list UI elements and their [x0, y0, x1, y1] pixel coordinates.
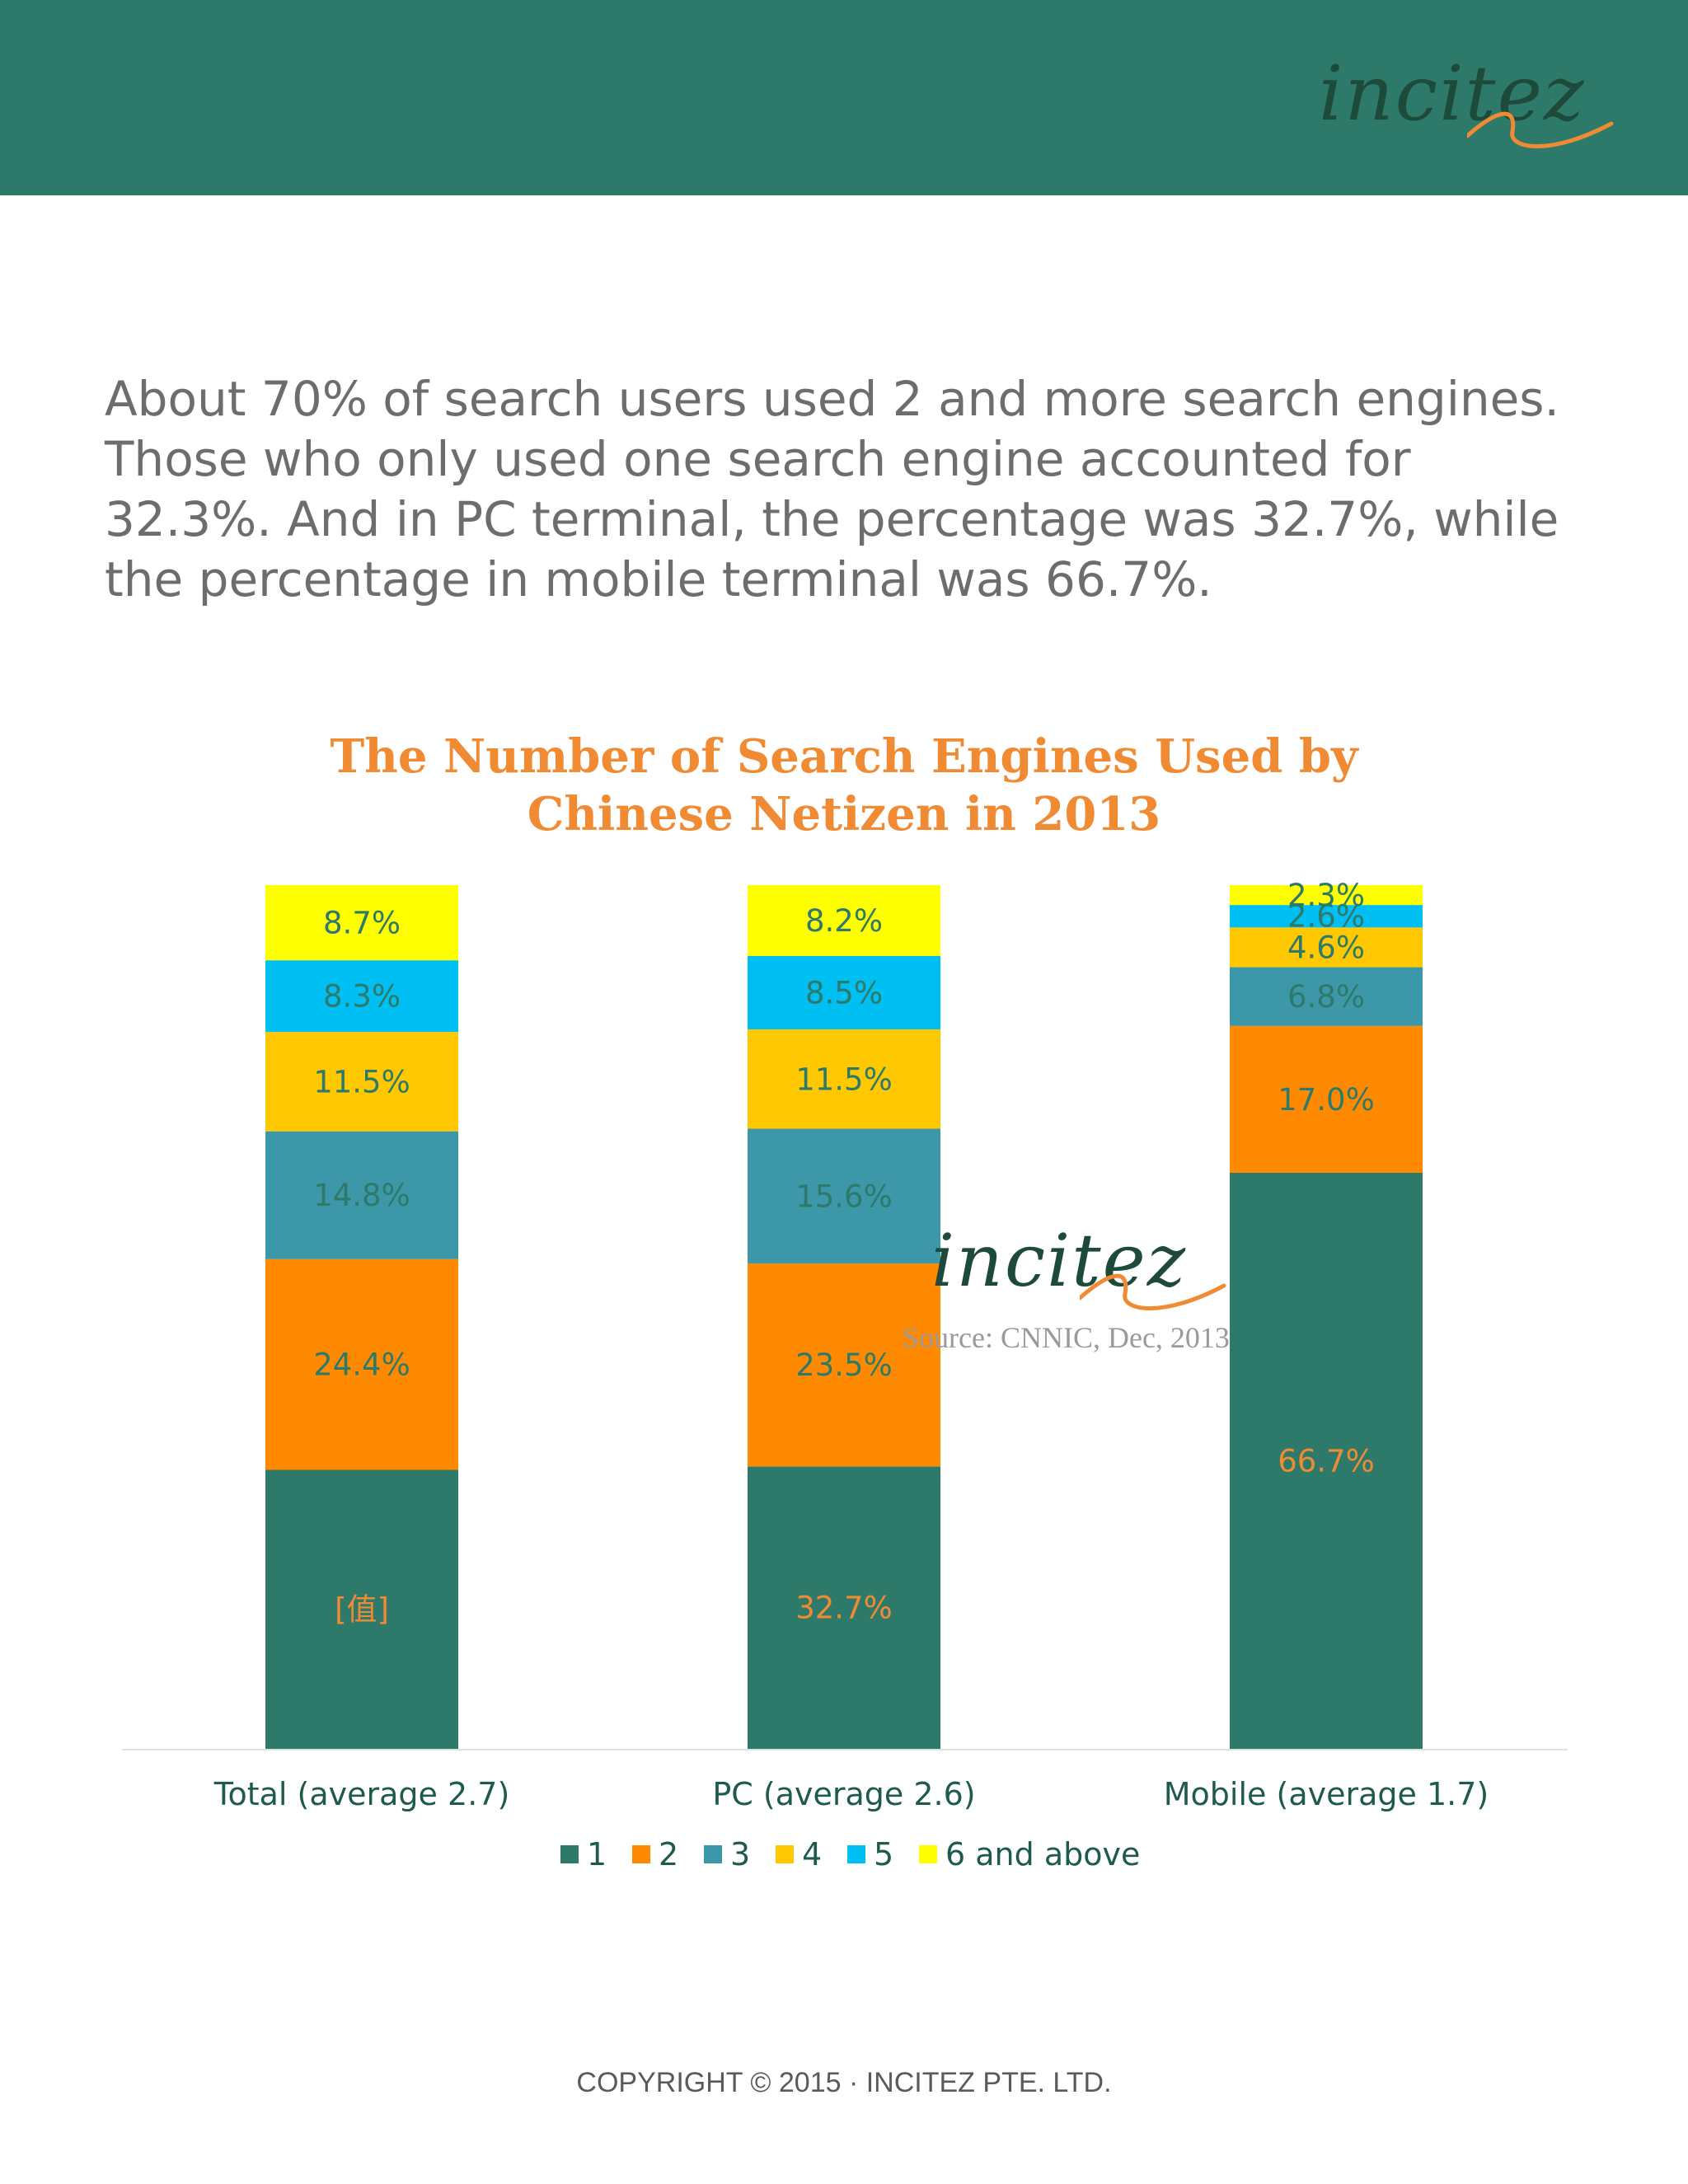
data-label-2-3: 17.0%: [1278, 1082, 1375, 1118]
legend-label-5: 5: [874, 1836, 893, 1872]
bar-segment-2-2: [748, 1263, 940, 1467]
data-label-1-3: 66.7%: [1278, 1443, 1375, 1479]
data-label-4-3: 4.6%: [1287, 930, 1365, 965]
watermark-logo: incitez: [931, 1218, 1188, 1303]
header-logo: incitez: [1319, 49, 1586, 138]
header-logo-swoosh-icon: [1467, 111, 1614, 148]
chart-title-line-1: The Number of Search Engines Used by: [330, 729, 1358, 784]
bar-segment-3-3: [1230, 967, 1423, 1026]
data-label-4-2: 11.5%: [795, 1062, 893, 1097]
bar-segment-5-1: [265, 960, 458, 1033]
chart-title: The Number of Search Engines Used by Chi…: [0, 728, 1688, 843]
copyright: COPYRIGHT © 2015 · INCITEZ PTE. LTD.: [576, 2067, 1112, 2098]
bar-segment-2-1: [265, 1258, 458, 1470]
legend-swatch-6: [919, 1845, 937, 1863]
data-label-4-1: 11.5%: [313, 1064, 410, 1099]
x-tick-label-2: PC (average 2.6): [712, 1776, 975, 1812]
data-label-3-3: 6.8%: [1287, 979, 1365, 1015]
labels-layer: [值] 24.4% 14.8% 11.5% 8.3% 8.7% Total (average…: [213, 878, 1489, 1812]
legend-label-2: 2: [659, 1836, 678, 1872]
header-band: incitez: [0, 0, 1688, 195]
legend-label-6: 6 and above: [945, 1836, 1140, 1872]
legend-swatch-5: [847, 1845, 865, 1863]
legend-swatch-3: [704, 1845, 722, 1863]
bar-segment-3-1: [265, 1131, 458, 1259]
data-label-5-1: 8.3%: [323, 979, 401, 1015]
bar-segment-4-1: [265, 1032, 458, 1132]
legend-label-1: 1: [587, 1836, 607, 1872]
legend-label-4: 4: [802, 1836, 822, 1872]
legend-swatch-2: [632, 1845, 650, 1863]
bars-layer: [265, 885, 1423, 1749]
bar-segment-5-3: [1230, 905, 1423, 928]
bar-segment-2-3: [1230, 1025, 1423, 1173]
bar-segment-6-1: [265, 885, 458, 961]
bar-segment-4-3: [1230, 927, 1423, 968]
chart-title-line-2: Chinese Netizen in 2013: [527, 787, 1161, 841]
legend-swatch-1: [560, 1845, 579, 1863]
bar-segment-1-1: [265, 1469, 458, 1749]
watermark-swoosh-icon: [1080, 1273, 1226, 1310]
data-label-5-3: 2.6%: [1287, 899, 1365, 935]
bar-segment-3-2: [748, 1128, 940, 1264]
bar-segment-1-2: [748, 1466, 940, 1749]
legend-swatch-4: [776, 1845, 794, 1863]
bar-segment-5-2: [748, 955, 940, 1030]
data-label-2-2: 23.5%: [795, 1347, 893, 1383]
data-label-6-2: 8.2%: [805, 903, 883, 939]
intro-paragraph: About 70% of search users used 2 and mor…: [105, 371, 1559, 607]
bar-segment-4-2: [748, 1029, 940, 1129]
x-tick-label-1: Total (average 2.7): [213, 1776, 510, 1812]
data-label-1-2: 32.7%: [795, 1591, 893, 1626]
watermark-source: Source: CNNIC, Dec, 2013: [903, 1321, 1230, 1354]
data-label-6-3: 2.3%: [1287, 878, 1365, 913]
data-label-5-2: 8.5%: [805, 975, 883, 1010]
bar-segment-6-3: [1230, 885, 1423, 906]
data-label-6-1: 8.7%: [323, 906, 401, 941]
data-label-2-1: 24.4%: [313, 1347, 410, 1383]
bar-segment-6-2: [748, 885, 940, 956]
legend-label-3: 3: [730, 1836, 750, 1872]
data-label-1-1: [值]: [335, 1592, 389, 1628]
data-label-3-2: 15.6%: [795, 1179, 893, 1214]
data-label-3-1: 14.8%: [313, 1178, 410, 1213]
x-tick-label-3: Mobile (average 1.7): [1164, 1776, 1489, 1812]
bar-segment-1-3: [1230, 1172, 1423, 1749]
legend: 1 2 3 4 5 6 and above: [560, 1836, 1140, 1872]
